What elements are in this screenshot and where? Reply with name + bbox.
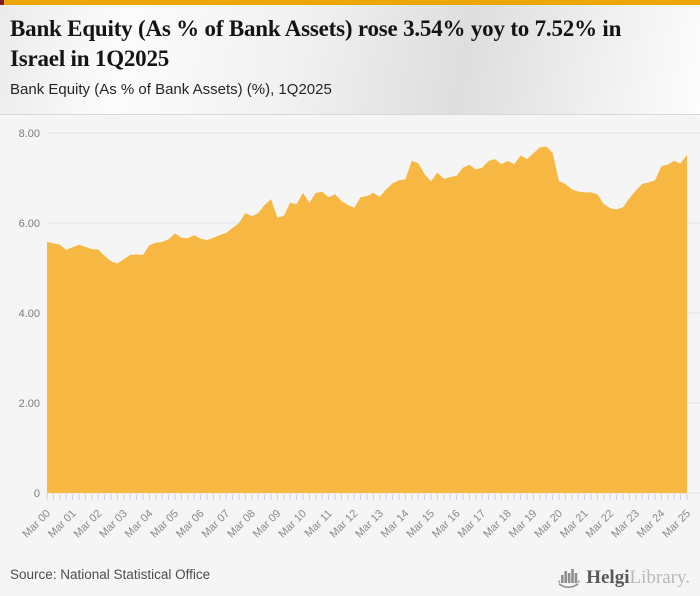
x-tick-label: Mar 25 [660,508,693,541]
x-tick-label: Mar 10 [276,508,309,541]
chart-area: Mar 00 Mar 01 Mar 02 Mar 03 Mar 04 Mar 05 Mar … [0,116,700,556]
y-tick-label: 2.00 [19,398,40,410]
y-tick-label: 8.00 [19,128,40,140]
y-tick-label: 6.00 [19,218,40,230]
logo-text-library: Library. [629,567,691,588]
logo-text-helgi: Helgi [586,567,630,588]
logo-text: HelgiLibrary. [586,568,690,588]
helgi-library-logo: HelgiLibrary. [558,566,690,588]
page-title: Bank Equity (As % of Bank Assets) rose 3… [10,16,622,71]
chart-header: Bank Equity (As % of Bank Assets) rose 3… [0,5,700,115]
source-text: Source: National Statistical Office [10,567,211,582]
page-subtitle: Bank Equity (As % of Bank Assets) (%), 1… [10,81,332,98]
y-tick-label: 0 [34,488,40,500]
chart-footer: Source: National Statistical Office Helg… [0,556,700,596]
helgi-building-icon [558,569,581,588]
area-series [47,146,687,493]
top-accent-bar [0,0,700,5]
y-tick-label: 4.00 [19,308,40,320]
top-accent-corner [0,0,4,5]
